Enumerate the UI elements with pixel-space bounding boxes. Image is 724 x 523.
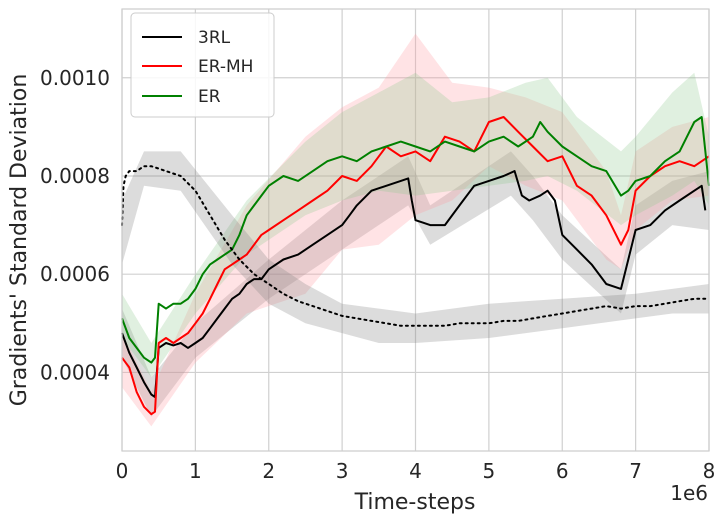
x-tick-label: 4 [409,459,422,483]
band-er-mh [122,33,709,427]
band-er [122,72,709,378]
y-tick-label: 0.0004 [40,360,110,384]
series-lines [121,116,710,416]
y-tick-label: 0.0008 [40,164,110,188]
x-tick-labels: 0 1 2 3 4 5 6 7 8 [116,459,716,483]
x-scale-label: 1e6 [670,481,708,505]
y-tick-label: 0.0010 [40,66,110,90]
legend-label-er-mh: ER-MH [198,57,253,77]
series-line-er [121,116,710,364]
legend-box [130,12,275,118]
y-axis-label: Gradients' Standard Deviation [7,74,32,407]
band-3rl [122,151,709,417]
y-tick-label: 0.0006 [40,262,110,286]
series-line-er-mh [121,116,710,416]
x-tick-label: 7 [629,459,642,483]
band-baseline-dotted [122,151,709,343]
x-tick-label: 6 [556,459,569,483]
series-line-3rl [121,170,707,398]
confidence-bands [122,33,709,427]
legend: 3RL ER-MH ER [130,12,275,118]
legend-label-3rl: 3RL [198,28,231,48]
x-tick-label: 0 [116,459,129,483]
x-tick-label: 1 [189,459,202,483]
x-tick-label: 8 [703,459,716,483]
x-axis-label: Time-steps [354,490,476,515]
x-tick-label: 5 [483,459,496,483]
series-line-baseline-dotted [121,165,710,327]
x-tick-label: 3 [336,459,349,483]
legend-label-er: ER [198,87,221,107]
plot-frame [121,8,710,452]
y-tick-labels: 0.0004 0.0006 0.0008 0.0010 [40,66,110,385]
x-tick-label: 2 [262,459,275,483]
